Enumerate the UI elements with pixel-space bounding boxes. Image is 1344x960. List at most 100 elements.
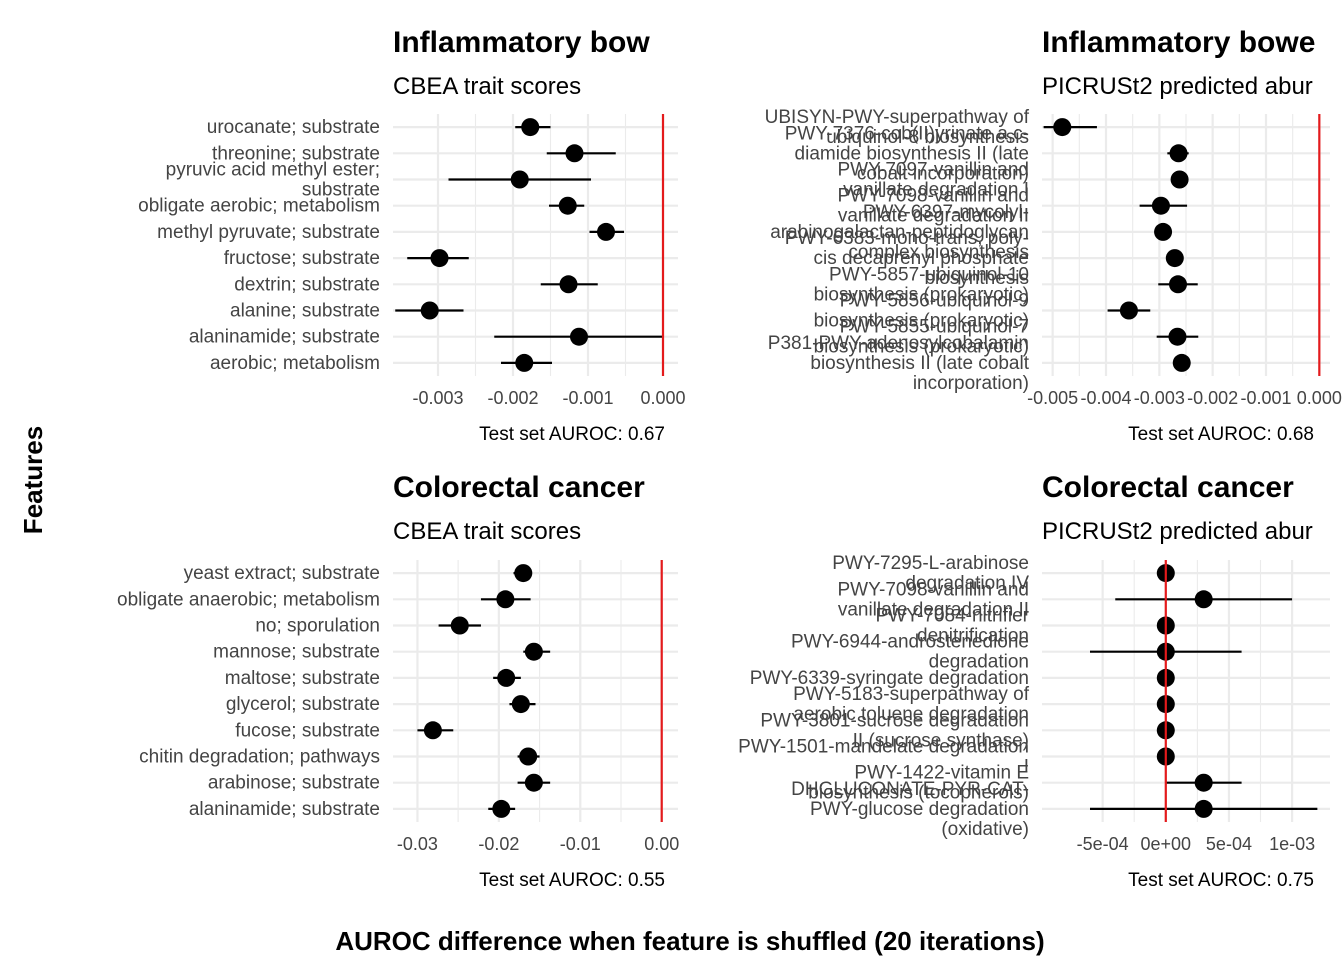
y-tick-label: threonine; substrate: [212, 143, 380, 164]
y-tick-label: no; sporulation: [255, 616, 380, 637]
x-tick-label: -0.002: [487, 388, 538, 408]
y-tick-label-line: urocanate; substrate: [207, 117, 380, 138]
y-tick-label-line: obligate anaerobic; metabolism: [117, 589, 380, 610]
y-tick-label-line: vanillate degradation II: [838, 599, 1029, 620]
data-point: [597, 222, 615, 241]
x-tick-label: -0.02: [478, 834, 519, 854]
auroc-caption: Test set AUROC: 0.68: [1128, 424, 1314, 445]
y-tick-label: PWY-6944-androstenedione degradation: [791, 632, 1029, 673]
x-tick-label: -0.03: [397, 834, 438, 854]
y-tick-label: DHGLUCONATE-PYR-CAT-PWY-glucose degradat…: [791, 779, 1029, 840]
data-point: [519, 747, 538, 766]
y-tick-label: fucose; substrate: [235, 720, 380, 741]
y-tick-label: PWY-5855-ubiquinol-7 biosynthesis (prokar…: [814, 317, 1029, 358]
y-tick-label-line: PWY-3801-sucrose degradation: [760, 710, 1029, 731]
y-tick-label-line: PWY-1501-mandelate degradation: [738, 737, 1029, 758]
panel-subtitle: CBEA trait scores: [393, 73, 581, 100]
x-tick-label: 1e-03: [1269, 834, 1315, 854]
y-tick-label-line: PWY-6944-androstenedione: [791, 632, 1029, 653]
panel-2: Inflammatory bowe PICRUSt2 predicted abur…: [765, 26, 1342, 445]
y-tick-label-line: complex biosynthesis: [848, 242, 1029, 263]
y-tick-label-line: PWY-6397-mycolyl-: [863, 202, 1029, 223]
y-tick-label-line: alaninamide; substrate: [189, 799, 380, 820]
data-point: [1169, 144, 1188, 163]
y-tick-label-line: alanine; substrate: [230, 301, 380, 322]
x-tick-label: -0.01: [560, 834, 601, 854]
data-point: [1168, 327, 1187, 346]
y-tick-label: PWY-6383-mono-trans, poly-cis decaprenyl…: [785, 228, 1029, 289]
y-tick-label-line: substrate: [302, 180, 380, 201]
y-tick-label: UBISYN-PWY-superpathway of ubiquinol-8 bi…: [765, 107, 1030, 148]
data-point: [1172, 353, 1191, 372]
y-tick-label: PWY-7376-cob(II)yrinate a,c-diamide bios…: [785, 123, 1029, 184]
y-tick-label-line: PWY-7295-L-arabinose: [832, 553, 1029, 574]
y-tick-label: arabinose; substrate: [208, 773, 380, 794]
data-point: [1119, 301, 1138, 320]
y-tick-label-line: fucose; substrate: [235, 720, 380, 741]
y-tick-label-line: cis decaprenyl phosphate: [814, 248, 1029, 269]
y-tick-label-line: PWY-5183-superpathway of: [793, 684, 1030, 705]
y-tick-label-line: diamide biosynthesis II (late: [795, 143, 1029, 164]
x-tick-label: 5e-04: [1206, 834, 1252, 854]
y-tick-label-line: P381-PWY-adenosylcobalamin: [768, 333, 1029, 354]
x-tick-label: -0.003: [412, 388, 463, 408]
y-tick-label: alanine; substrate: [230, 301, 380, 322]
y-tick-label: alaninamide; substrate: [189, 327, 380, 348]
y-tick-label-line: PWY-7097-vanillin and: [837, 160, 1029, 181]
data-point: [423, 721, 442, 740]
y-tick-label-line: alaninamide; substrate: [189, 327, 380, 348]
x-tick-label: -0.001: [1240, 388, 1291, 408]
data-point: [570, 327, 588, 346]
y-tick-label-line: biosynthesis (prokaryotic): [814, 337, 1029, 358]
y-tick-label-line: DHGLUCONATE-PYR-CAT-: [791, 779, 1029, 800]
data-point: [1053, 118, 1072, 137]
y-tick-label: PWY-7098-vanillin and vanillate degradati…: [837, 579, 1029, 620]
data-point: [524, 773, 543, 792]
y-tick-label: PWY-1501-mandelate degradation I: [738, 737, 1029, 778]
y-tick-label-line: PWY-1422-vitamin E: [854, 763, 1029, 784]
y-tick-label-line: vanillate degradation II: [838, 206, 1029, 227]
y-tick-label: chitin degradation; pathways: [139, 747, 380, 768]
data-point: [1194, 799, 1213, 818]
data-point: [1194, 773, 1213, 792]
y-tick-label-line: PWY-5855-ubiquinol-7: [840, 317, 1029, 338]
y-axis-title: Features: [18, 426, 48, 534]
y-tick-label-line: biosynthesis (prokaryotic): [814, 311, 1029, 332]
y-tick-label-line: PWY-6383-mono-trans, poly-: [785, 228, 1029, 249]
auroc-caption: Test set AUROC: 0.67: [479, 424, 665, 445]
data-point: [496, 590, 515, 609]
data-point: [510, 170, 529, 189]
data-point: [1151, 196, 1170, 215]
x-tick-label: -0.002: [1187, 388, 1238, 408]
y-tick-label: mannose; substrate: [213, 642, 380, 663]
y-tick-label: PWY-5183-superpathway of aerobic toluene …: [793, 684, 1030, 725]
panel-title: Inflammatory bowe: [1042, 26, 1315, 59]
data-point: [515, 353, 534, 372]
x-tick-label: -0.004: [1080, 388, 1131, 408]
y-tick-label-line: biosynthesis (tocopherols): [808, 783, 1029, 804]
y-tick-label: methyl pyruvate; substrate: [157, 222, 380, 243]
y-tick-label-line: PWY-5857-ubiquinol-10: [829, 264, 1029, 285]
data-point: [430, 249, 449, 268]
x-tick-label: 0.00: [644, 834, 679, 854]
data-point: [1165, 249, 1184, 268]
panel-1: Inflammatory bow CBEA trait scores Test se…: [138, 26, 685, 445]
y-tick-label-line: pyruvic acid methyl ester;: [166, 160, 380, 181]
y-tick-label-line: degradation IV: [905, 573, 1029, 594]
x-tick-label: -0.005: [1027, 388, 1078, 408]
y-tick-label-line: vanillate degradation I: [843, 180, 1029, 201]
y-tick-label-line: arabinose; substrate: [208, 773, 380, 794]
data-point: [450, 616, 469, 635]
y-tick-label-line: methyl pyruvate; substrate: [157, 222, 380, 243]
y-tick-label-line: chitin degradation; pathways: [139, 747, 380, 768]
y-tick-label: urocanate; substrate: [207, 117, 380, 138]
y-tick-label: pyruvic acid methyl ester; substrate: [166, 160, 380, 201]
y-tick-label: PWY-6339-syringate degradation: [750, 668, 1029, 689]
y-tick-label-line: aerobic toluene degradation: [793, 704, 1029, 725]
y-tick-label-line: obligate aerobic; metabolism: [138, 196, 380, 217]
x-tick-label: 0.000: [1297, 388, 1342, 408]
y-tick-label-line: cobalt incorporation): [857, 163, 1029, 184]
x-tick-label: 0.000: [640, 388, 685, 408]
